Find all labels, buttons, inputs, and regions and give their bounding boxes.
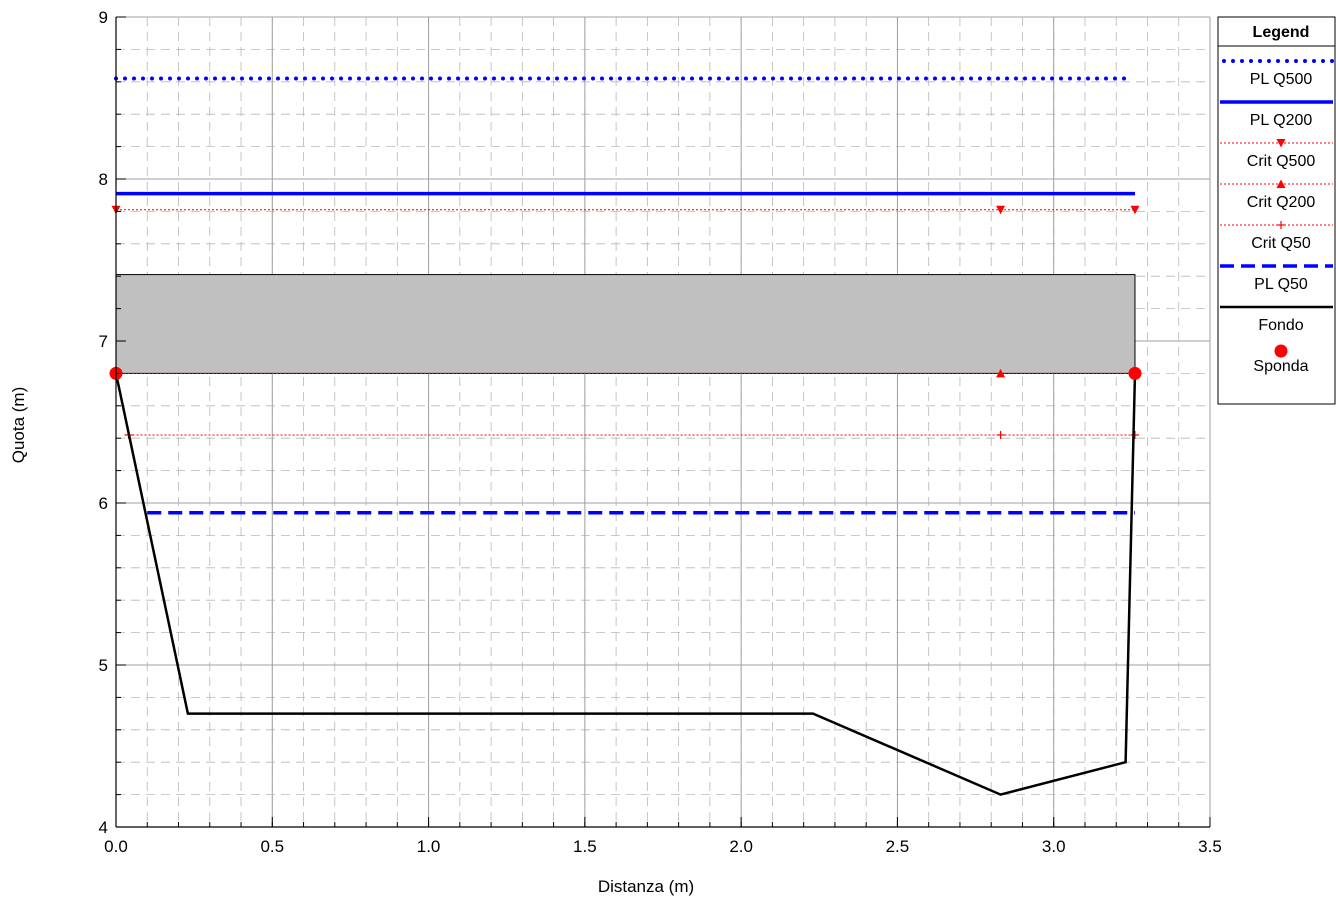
x-tick-label: 3.5 [1198,837,1222,856]
legend-label-pl-q50: PL Q50 [1254,276,1308,293]
y-tick-label: 7 [99,332,108,351]
series-sponda [109,366,1142,380]
series-layer [109,76,1142,796]
x-tick-label: 2.5 [886,837,910,856]
y-tick-label: 9 [99,8,108,27]
x-tick-label: 1.5 [573,837,597,856]
legend-marker-crit-q50 [1277,221,1285,229]
legend-label-crit-q200: Crit Q200 [1247,194,1316,211]
shaded-region-rect [115,274,1136,374]
x-tick-label: 1.0 [417,837,441,856]
legend-item-sponda: Sponda [1253,344,1309,375]
marker-crit-q50 [996,430,1005,439]
legend-box [1217,16,1336,405]
x-tick-label: 0.0 [104,837,128,856]
legend-marker-sponda [1274,344,1288,358]
legend-title: Legend [1253,24,1310,41]
legend-marker-crit-q200 [1276,179,1286,188]
x-tick-label: 0.5 [260,837,284,856]
legend-label-pl-q200: PL Q200 [1250,112,1313,129]
series-line-fondo [114,373,1137,796]
x-axis-title: Distanza (m) [598,877,694,896]
x-tick-label: 3.0 [1042,837,1066,856]
shaded-region [115,274,1136,374]
legend-label-pl-q500: PL Q500 [1250,71,1313,88]
series-crit-q500 [111,205,1140,215]
legend-item-pl-q50: PL Q50 [1220,264,1333,293]
marker-crit-q500 [1130,205,1140,215]
legend-item-pl-q500: PL Q500 [1222,59,1335,88]
legend-label-crit-q500: Crit Q500 [1247,153,1316,170]
legend-item-crit-q200: Crit Q200 [1220,179,1333,211]
series-crit-q50 [124,430,1139,439]
axes: 0.0 0.5 1.0 1.5 2.0 2.5 3.0 3.5 4 5 6 7 8 9 [99,8,1222,856]
x-tick-label: 2.0 [729,837,753,856]
y-axis-title: Quota (m) [9,387,28,464]
marker-sponda [1128,366,1142,380]
legend-label-crit-q50: Crit Q50 [1251,235,1311,252]
y-tick-label: 8 [99,170,108,189]
legend-item-pl-q200: PL Q200 [1220,100,1333,129]
legend-item-crit-q500: Crit Q500 [1220,139,1333,170]
legend-label-fondo: Fondo [1258,317,1303,334]
y-tick-label: 5 [99,656,108,675]
grid [115,16,1211,828]
legend-item-fondo: Fondo [1220,305,1333,334]
marker-crit-q500 [996,205,1006,215]
y-tick-label: 4 [99,818,108,837]
legend-marker-crit-q500 [1276,139,1286,148]
series-fondo [114,373,1137,796]
legend-label-sponda: Sponda [1253,358,1308,375]
legend-item-crit-q50: Crit Q50 [1220,221,1333,252]
y-tick-label: 6 [99,494,108,513]
legend: Legend PL Q500 PL Q200 Crit Q500 Crit Q200 C… [1217,16,1336,405]
marker-crit-q200 [996,368,1006,378]
series-crit-q200 [116,368,1135,378]
